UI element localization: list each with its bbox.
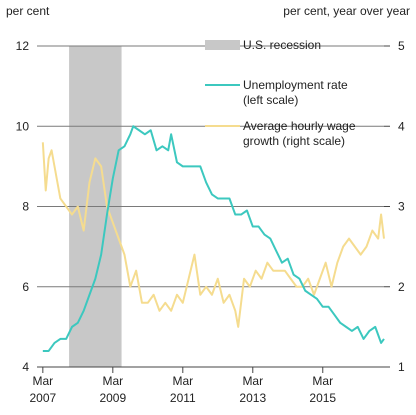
x-tick-month: Mar xyxy=(102,374,123,388)
axes: 468101212345Mar2007Mar2009Mar2011Mar2013… xyxy=(16,39,405,405)
right-tick-label: 2 xyxy=(398,280,405,294)
left-tick-label: 8 xyxy=(22,200,29,214)
x-tick-year: 2007 xyxy=(29,391,56,405)
x-tick-year: 2011 xyxy=(170,391,196,405)
x-tick-month: Mar xyxy=(242,374,263,388)
right-tick-label: 3 xyxy=(398,200,405,214)
x-tick-year: 2009 xyxy=(99,391,126,405)
left-axis-unit-label: per cent xyxy=(6,4,50,18)
right-tick-label: 4 xyxy=(398,119,405,133)
unemployment-rate-line xyxy=(42,125,385,352)
left-tick-label: 10 xyxy=(16,119,30,133)
legend-label-unemployment: Unemployment rate (left scale) xyxy=(243,78,348,107)
right-axis-unit-label: per cent, year over year xyxy=(283,4,410,18)
legend-label-wage-growth: Average hourly wage growth (right scale) xyxy=(243,119,356,148)
wage-growth-line xyxy=(41,142,385,328)
legend: U.S. recession Unemployment rate (left sca… xyxy=(205,38,356,148)
x-tick-year: 2015 xyxy=(309,391,336,405)
right-tick-label: 1 xyxy=(398,360,405,374)
legend-label-recession: U.S. recession xyxy=(243,38,321,52)
x-tick-month: Mar xyxy=(172,374,193,388)
right-tick-label: 5 xyxy=(398,39,405,53)
x-tick-year: 2013 xyxy=(239,391,266,405)
left-tick-label: 4 xyxy=(22,360,29,374)
x-tick-month: Mar xyxy=(32,374,53,388)
left-tick-label: 12 xyxy=(16,39,30,53)
legend-swatch-recession xyxy=(205,40,240,50)
left-tick-label: 6 xyxy=(22,280,29,294)
series-layer xyxy=(41,125,385,352)
x-tick-month: Mar xyxy=(312,374,333,388)
